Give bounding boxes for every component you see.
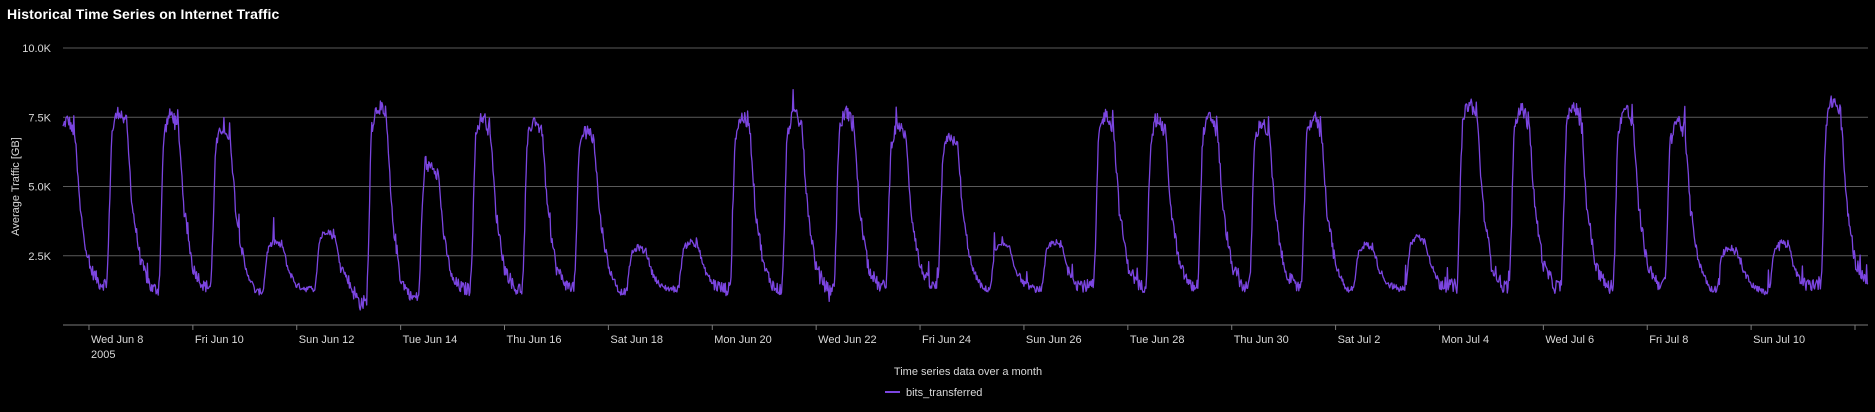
legend-label-bits-transferred: bits_transferred: [906, 387, 982, 399]
x-tick-label: Mon Jun 20: [714, 334, 771, 346]
x-tick-label: Tue Jun 28: [1130, 334, 1185, 346]
x-tick-year-label: 2005: [91, 349, 115, 361]
y-tick-label: 5.0K: [28, 182, 51, 194]
y-axis-ticks: 2.5K 5.0K 7.5K 10.0K: [22, 43, 51, 263]
x-tick-label: Fri Jul 8: [1649, 334, 1688, 346]
series-line-bits-transferred: [62, 88, 1869, 311]
y-tick-label: 2.5K: [28, 251, 51, 263]
x-tick-label: Wed Jul 6: [1545, 334, 1594, 346]
x-tick-label: Sun Jul 10: [1753, 334, 1805, 346]
y-axis-title: Average Traffic [GB]: [10, 137, 22, 236]
x-tick-label: Wed Jun 8: [91, 334, 143, 346]
x-tick-label: Wed Jun 22: [818, 334, 877, 346]
x-axis-title: Time series data over a month: [894, 366, 1042, 378]
x-tick-label: Fri Jun 24: [922, 334, 971, 346]
y-tick-label: 10.0K: [22, 43, 51, 55]
x-tick-label: Thu Jun 30: [1234, 334, 1289, 346]
x-axis-ticks: Wed Jun 8 2005 Fri Jun 10 Sun Jun 12 Tue Jun…: [88, 325, 1856, 361]
x-tick-label: Thu Jun 16: [507, 334, 562, 346]
chart-title: Historical Time Series on Internet Traff…: [7, 6, 280, 22]
x-tick-label: Sat Jun 18: [610, 334, 663, 346]
x-tick-label: Sun Jun 12: [299, 334, 355, 346]
x-tick-label: Mon Jul 4: [1441, 334, 1489, 346]
x-tick-label: Sun Jun 26: [1026, 334, 1082, 346]
x-tick-label: Sat Jul 2: [1338, 334, 1381, 346]
y-tick-label: 7.5K: [28, 112, 51, 124]
x-tick-label: Fri Jun 10: [195, 334, 244, 346]
x-tick-label: Tue Jun 14: [403, 334, 458, 346]
legend[interactable]: bits_transferred: [885, 387, 982, 399]
